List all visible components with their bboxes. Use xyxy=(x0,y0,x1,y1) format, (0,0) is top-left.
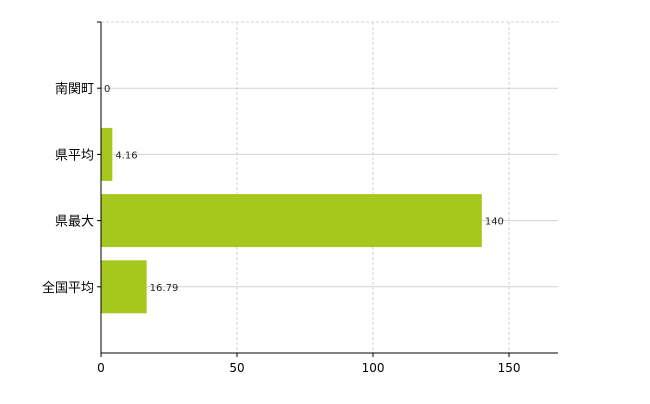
category-label: 全国平均 xyxy=(42,280,94,296)
category-label: 県最大 xyxy=(55,215,94,230)
bar xyxy=(101,194,482,248)
bar xyxy=(101,260,147,314)
data-label: 140 xyxy=(485,217,504,228)
x-tick-label: 50 xyxy=(229,361,244,375)
x-tick-label: 0 xyxy=(97,361,105,375)
data-label: 16.79 xyxy=(150,283,179,294)
x-tick-label: 100 xyxy=(362,361,385,375)
data-label: 0 xyxy=(104,84,110,95)
category-label: 南関町 xyxy=(55,81,94,97)
x-tick-label: 150 xyxy=(498,361,521,375)
data-label: 4.16 xyxy=(115,150,137,161)
bar xyxy=(101,127,113,181)
category-label: 県平均 xyxy=(55,148,94,163)
